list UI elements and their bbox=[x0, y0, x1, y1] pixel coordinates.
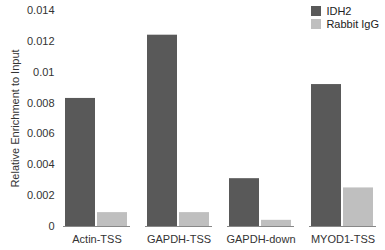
svg-text:0: 0 bbox=[48, 220, 54, 232]
svg-text:GAPDH-TSS: GAPDH-TSS bbox=[147, 233, 211, 245]
svg-text:0.014: 0.014 bbox=[27, 4, 55, 16]
svg-text:MYOD1-TSS: MYOD1-TSS bbox=[311, 233, 375, 245]
html-text:IDH2: IDH2 bbox=[326, 5, 352, 17]
html-text:Rabbit IgG: Rabbit IgG bbox=[326, 18, 379, 30]
svg-text:0.012: 0.012 bbox=[27, 35, 55, 47]
svg-text:0.008: 0.008 bbox=[27, 97, 55, 109]
svg-text:0.004: 0.004 bbox=[27, 158, 55, 170]
svg-text:Actin-TSS: Actin-TSS bbox=[72, 233, 122, 245]
svg-text:0.002: 0.002 bbox=[27, 189, 55, 201]
svg-text:GAPDH-down: GAPDH-down bbox=[226, 233, 295, 245]
svg-text:0.006: 0.006 bbox=[27, 127, 55, 139]
svg-text:Relative Enrichment to Input: Relative Enrichment to Input bbox=[9, 49, 21, 187]
svg-text:0.01: 0.01 bbox=[33, 66, 54, 78]
